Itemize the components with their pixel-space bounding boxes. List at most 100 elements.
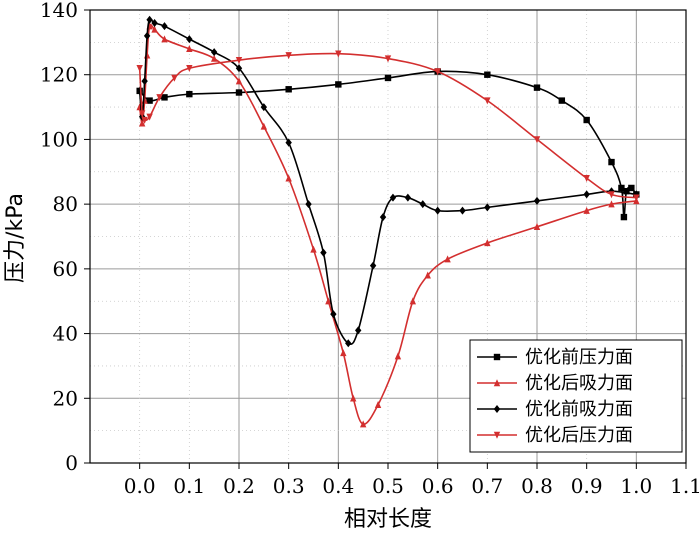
data-point	[210, 48, 218, 57]
data-point	[620, 213, 628, 221]
x-tick-label: 1.1	[670, 474, 700, 498]
data-point	[345, 339, 352, 348]
data-point	[484, 97, 491, 105]
data-point	[136, 65, 143, 73]
data-point	[533, 222, 541, 230]
legend-marker	[493, 405, 501, 413]
data-point	[161, 22, 168, 31]
data-point	[285, 86, 292, 93]
data-point	[484, 203, 491, 212]
series-4	[136, 50, 640, 202]
data-point	[424, 271, 431, 279]
data-point	[151, 25, 158, 33]
data-point	[618, 184, 625, 192]
data-point	[434, 206, 441, 215]
data-point	[138, 110, 146, 118]
data-point	[330, 310, 337, 319]
data-point	[379, 213, 387, 222]
data-point	[235, 64, 243, 73]
data-point	[320, 248, 327, 257]
legend-box	[469, 339, 683, 453]
legend-marker	[493, 431, 501, 439]
data-point	[325, 297, 332, 305]
data-point	[459, 206, 466, 215]
x-tick-label: 0.5	[372, 474, 404, 498]
y-tick-label: 140	[40, 0, 78, 22]
legend-label: 优化前吸力面	[525, 399, 633, 420]
legend-item: 优化前压力面	[477, 347, 633, 368]
data-point	[146, 15, 153, 24]
y-tick-label: 80	[53, 192, 78, 216]
data-point	[186, 35, 193, 44]
data-point	[533, 136, 541, 144]
x-axis-title: 相对长度	[344, 507, 432, 532]
data-point	[171, 74, 178, 82]
data-point	[444, 255, 451, 263]
data-point	[161, 94, 168, 101]
legend-marker	[493, 379, 501, 387]
series-3	[136, 15, 640, 348]
data-point	[143, 31, 151, 40]
y-tick-label: 100	[40, 127, 78, 151]
legend-label: 优化后吸力面	[525, 373, 633, 394]
data-point	[305, 200, 312, 209]
x-tick-label: 0.0	[124, 474, 156, 498]
data-point	[583, 190, 590, 199]
data-point	[186, 90, 193, 98]
y-tick-label: 40	[53, 322, 78, 346]
data-point	[533, 84, 541, 91]
data-point	[141, 77, 148, 86]
legend-marker	[493, 353, 501, 361]
data-point	[186, 45, 193, 53]
data-point	[156, 94, 163, 102]
data-point	[583, 206, 590, 214]
data-point	[384, 74, 392, 82]
data-point	[623, 188, 630, 195]
data-point	[260, 103, 268, 112]
data-point	[369, 261, 377, 270]
data-point	[608, 200, 615, 208]
legend-item: 优化后吸力面	[477, 373, 633, 394]
data-point	[419, 200, 426, 209]
legend-label: 优化后压力面	[525, 425, 633, 446]
data-point	[141, 116, 148, 124]
data-point	[285, 52, 292, 60]
data-point	[484, 71, 491, 78]
data-point	[583, 116, 590, 124]
data-point	[394, 352, 402, 360]
data-point	[633, 194, 640, 202]
y-tick-label: 60	[53, 257, 78, 281]
data-point	[161, 35, 168, 43]
y-tick-label: 120	[40, 63, 78, 87]
data-point	[235, 56, 243, 64]
data-point	[260, 122, 268, 130]
data-point	[628, 184, 635, 192]
data-point	[146, 113, 153, 121]
data-point	[608, 158, 615, 166]
data-point	[389, 193, 397, 202]
y-axis-title: 压力/kPa	[3, 193, 28, 283]
x-tick-label: 0.9	[571, 474, 603, 498]
data-point	[558, 97, 566, 104]
data-point	[235, 77, 243, 85]
y-tick-label: 0	[65, 451, 78, 475]
x-tick-label: 0.8	[521, 474, 553, 498]
data-point	[484, 239, 491, 247]
x-tick-label: 0.4	[322, 474, 354, 498]
x-tick-label: 0.1	[173, 474, 205, 498]
data-point	[285, 174, 292, 182]
data-point	[374, 400, 382, 408]
axis-ticks: 0.0 0.1 0.2 0.3 0.4 0.5 0.6 0.7 0.8 0.9 1.0 1.1 0 20 4…	[40, 0, 700, 498]
data-point	[146, 97, 153, 104]
data-point	[210, 54, 218, 62]
x-tick-label: 0.6	[422, 474, 454, 498]
data-point	[355, 326, 362, 335]
data-point	[404, 193, 412, 202]
data-point	[583, 175, 590, 183]
data-point	[310, 245, 317, 253]
data-point	[186, 65, 193, 73]
data-point	[350, 394, 357, 402]
legend-label: 优化前压力面	[525, 347, 633, 368]
